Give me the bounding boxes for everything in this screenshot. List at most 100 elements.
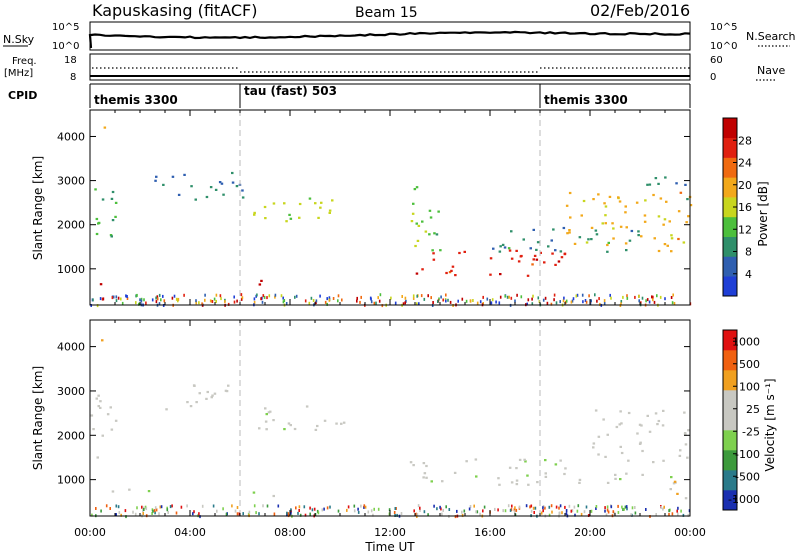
velocity-cell [95, 397, 98, 400]
velocity-speckle [482, 509, 484, 513]
velocity-speckle [513, 508, 516, 512]
power-speckle [328, 296, 331, 300]
power-cell [415, 222, 418, 225]
colorbar-swatch [723, 236, 737, 257]
velocity-speckle [621, 505, 623, 509]
power-cell [253, 211, 256, 214]
velocity-speckle [238, 512, 241, 516]
velocity-cell [323, 419, 327, 422]
velocity-cell [687, 429, 690, 432]
power-speckle [162, 294, 164, 298]
velocity-speckle [120, 513, 122, 517]
velocity-speckle [542, 506, 544, 510]
power-cell [222, 193, 225, 196]
power-cell [218, 181, 222, 184]
velocity-speckle [304, 513, 307, 517]
power-cell [503, 246, 507, 249]
power-speckle [634, 295, 636, 299]
power-cell [289, 217, 293, 220]
power-ytick-label: 3000 [57, 175, 85, 188]
nsky-trace [88, 30, 691, 49]
velocity-cell [497, 477, 500, 480]
power-cell [532, 258, 535, 261]
power-speckle [295, 294, 298, 298]
power-speckle [326, 297, 328, 301]
power-cell [592, 198, 595, 201]
velocity-speckle [617, 504, 619, 508]
power-panel: 1000 2000 3000 4000 Slant Range [km] 4 8 12 16… [31, 109, 770, 308]
power-cell [429, 216, 433, 219]
velocity-speckle [286, 511, 288, 515]
power-speckle [139, 298, 141, 302]
power-speckle [447, 298, 449, 302]
power-cell [664, 176, 667, 179]
velocity-speckle [155, 508, 158, 512]
velocity-speckle [433, 504, 435, 508]
velocity-ylabel: Slant Range [km] [31, 366, 45, 470]
power-cell [214, 188, 218, 191]
power-speckle [356, 296, 358, 300]
power-speckle [390, 296, 392, 300]
power-speckle [438, 297, 440, 301]
power-speckle [394, 301, 397, 305]
freq-label-1: Freq. [12, 56, 37, 67]
power-cell [421, 220, 424, 223]
velocity-cell [640, 424, 643, 427]
velocity-cell [648, 430, 652, 433]
velocity-speckle [413, 509, 415, 513]
velocity-cell [683, 433, 687, 436]
power-cell [432, 252, 435, 255]
velocity-cell [604, 455, 607, 458]
power-speckle [622, 295, 624, 299]
power-speckle [495, 300, 497, 304]
power-cell [604, 222, 607, 225]
power-speckle [626, 294, 628, 298]
power-cell [411, 212, 415, 215]
velocity-cell [205, 397, 208, 400]
power-speckle [418, 302, 420, 306]
velocity-cell [646, 414, 649, 417]
velocity-speckle [440, 507, 442, 511]
power-cell [587, 238, 590, 241]
power-speckle [562, 299, 565, 303]
velocity-speckle [353, 504, 356, 508]
velocity-speckle [668, 512, 670, 516]
power-cell [428, 209, 432, 212]
velocity-cell [147, 490, 151, 493]
colorbar-tick-label: 20 [738, 179, 752, 192]
power-cell [114, 215, 117, 218]
power-cell [110, 197, 114, 200]
x-tick-label: 04:00 [174, 526, 206, 539]
velocity-speckle [631, 506, 634, 510]
power-speckle [445, 299, 447, 303]
power-speckle [542, 298, 545, 302]
power-speckle [423, 297, 426, 301]
power-speckle [538, 300, 541, 303]
power-cell [260, 279, 263, 282]
power-cell [637, 234, 640, 237]
velocity-speckle [141, 505, 143, 509]
velocity-speckle [290, 511, 292, 515]
power-ytick-label: 1000 [57, 263, 85, 276]
velocity-cell [614, 473, 617, 476]
power-speckle [219, 294, 222, 298]
velocity-speckle [585, 505, 588, 509]
power-speckle [427, 294, 429, 298]
velocity-speckle [100, 509, 102, 513]
colorbar-swatch [723, 118, 737, 139]
velocity-cbar-label: Velocity [m s⁻¹] [763, 378, 777, 471]
velocity-speckle [509, 508, 512, 512]
velocity-cell [252, 491, 256, 494]
power-cell [535, 248, 538, 251]
power-cell [95, 232, 99, 236]
velocity-speckle [456, 509, 458, 513]
power-speckle [337, 294, 340, 298]
power-speckle [356, 299, 358, 303]
velocity-speckle [655, 513, 657, 516]
velocity-speckle [298, 509, 300, 512]
power-speckle [240, 297, 243, 301]
power-cell [689, 204, 693, 207]
velocity-speckle [634, 511, 637, 515]
power-speckle [263, 295, 266, 299]
power-cell [235, 185, 239, 188]
